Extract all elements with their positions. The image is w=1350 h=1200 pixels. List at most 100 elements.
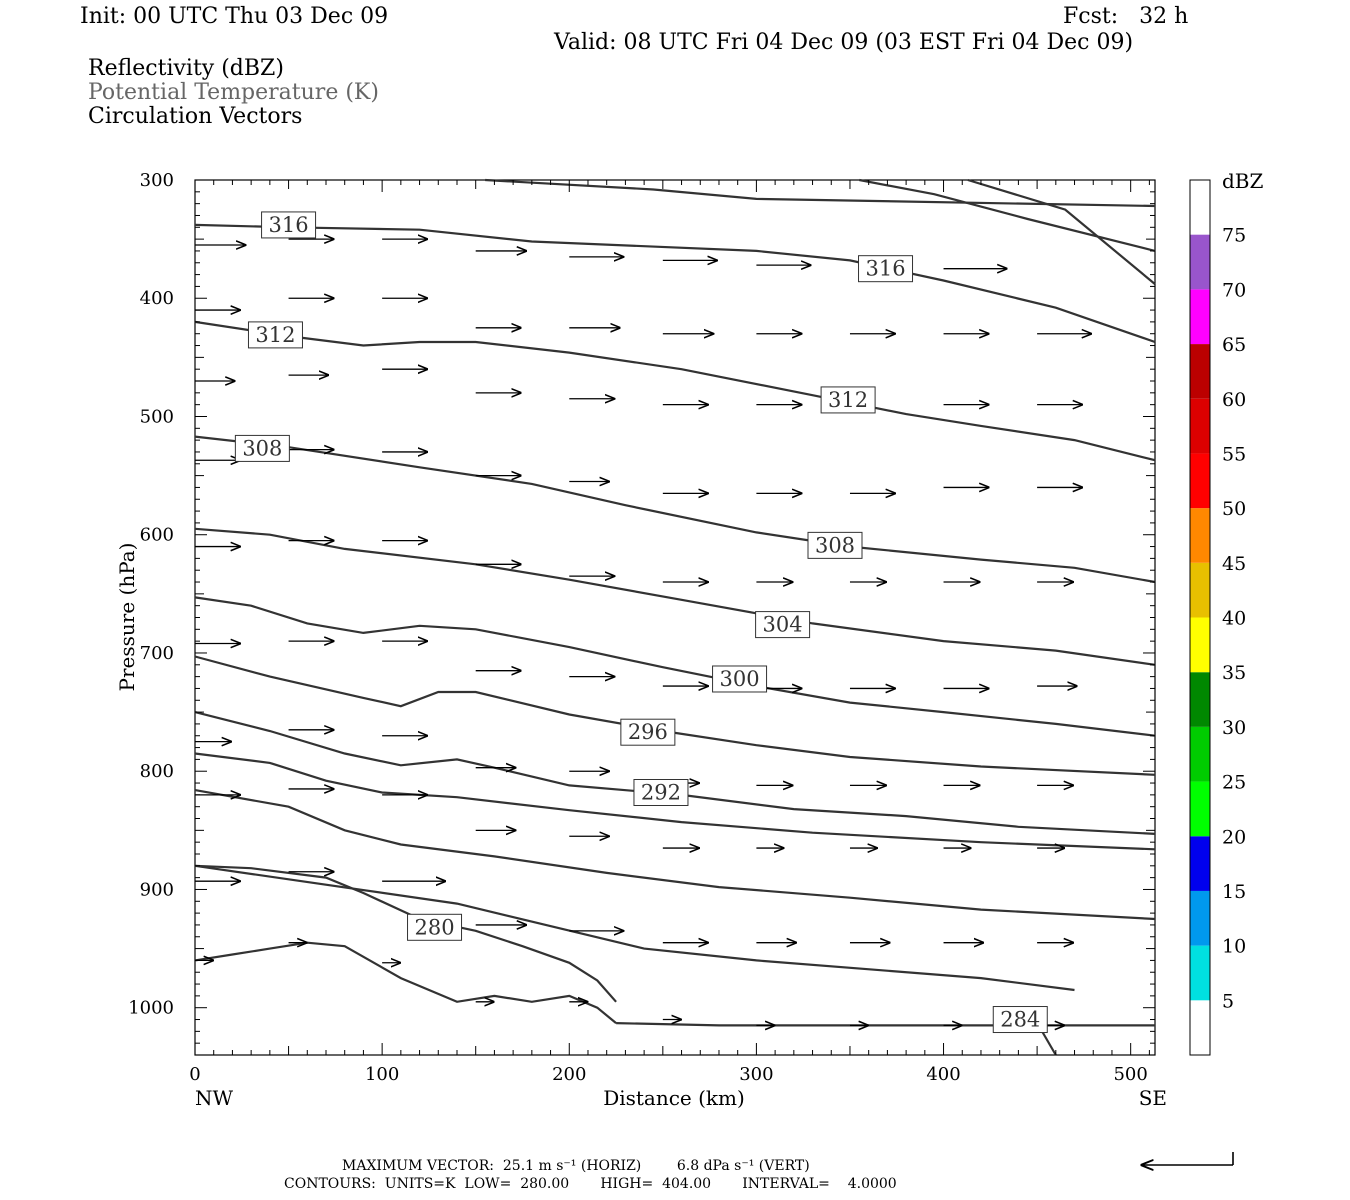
reference-vector-arrow <box>1142 1152 1234 1165</box>
isentrope-line <box>194 223 1156 344</box>
colorbar-band <box>1190 234 1210 290</box>
init-time: Init: 00 UTC Thu 03 Dec 09 <box>80 4 389 29</box>
contour-label: 316 <box>269 213 309 237</box>
contour-label-box <box>247 321 303 349</box>
isentrope-line <box>194 789 1156 921</box>
x-tick-label: 300 <box>739 1064 773 1085</box>
colorbar-tick-label: 35 <box>1222 662 1246 684</box>
contour-label-box <box>820 386 876 414</box>
y-tick-label: 600 <box>140 525 174 546</box>
colorbar-band <box>1190 781 1210 837</box>
colorbar-tick-label: 75 <box>1222 225 1246 247</box>
colorbar-band <box>1190 672 1210 727</box>
field-circulation-vectors: Circulation Vectors <box>88 104 303 129</box>
valid-time: Valid: 08 UTC Fri 04 Dec 09 (03 EST Fri … <box>554 30 1134 55</box>
colorbar-tick-label: 5 <box>1222 990 1234 1012</box>
colorbar-tick-label: 40 <box>1222 608 1246 630</box>
contour-label-box <box>633 779 689 806</box>
isentrope-line <box>194 435 1156 584</box>
contours-note: CONTOURS: UNITS=K LOW= 280.00 HIGH= 404.… <box>284 1176 897 1192</box>
contour-label-box <box>234 434 290 462</box>
colorbar-band <box>1190 508 1210 563</box>
x-tick-label: 100 <box>365 1064 399 1085</box>
colorbar-tick-label: 65 <box>1222 334 1246 356</box>
colorbar-tick-label: 25 <box>1222 772 1246 794</box>
field-reflectivity: Reflectivity (dBZ) <box>88 56 284 81</box>
isentrope-line <box>485 178 1156 208</box>
colorbar-tick-label: 20 <box>1222 826 1246 848</box>
contour-label: 284 <box>1000 1008 1040 1032</box>
isentrope-line <box>194 320 1156 462</box>
y-tick-label: 500 <box>140 406 174 427</box>
x-tick-label: 200 <box>552 1064 586 1085</box>
y-tick-label: 800 <box>140 761 174 782</box>
isentrope-line <box>194 596 1156 737</box>
colorbar-band <box>1190 617 1210 673</box>
contour-label: 296 <box>628 720 668 744</box>
y-tick-label: 1000 <box>128 998 174 1019</box>
colorbar-band <box>1190 890 1210 946</box>
isentrope-line <box>194 864 1075 992</box>
contour-label: 312 <box>255 323 295 347</box>
colorbar-tick-label: 55 <box>1222 443 1246 465</box>
y-tick-label: 700 <box>140 643 174 664</box>
colorbar-band <box>1190 289 1210 345</box>
colorbar-band <box>1190 836 1210 891</box>
colorbar-tick-label: 45 <box>1222 553 1246 575</box>
isentrope-line <box>194 941 617 1024</box>
plot-frame <box>194 179 1156 1056</box>
isentrope-line <box>194 864 617 1003</box>
contour-label-box <box>712 665 768 693</box>
y-axis-label: Pressure (hPa) <box>115 543 139 692</box>
contour-label-box <box>807 531 863 559</box>
isentrope-line <box>194 752 1156 851</box>
x-left-end-label: NW <box>195 1086 234 1110</box>
x-tick-label: 400 <box>926 1064 960 1085</box>
y-tick-label: 400 <box>140 288 174 309</box>
contour-label: 292 <box>641 781 681 805</box>
contour-label-box <box>620 718 676 746</box>
colorbar-band <box>1190 945 1210 1001</box>
contour-label: 308 <box>242 436 282 460</box>
contour-label-box <box>261 211 317 239</box>
isentrope-line <box>194 711 1156 835</box>
contour-label: 280 <box>414 915 454 939</box>
colorbar-band <box>1190 726 1210 782</box>
colorbar-tick-label: 15 <box>1222 881 1246 903</box>
isentrope-line <box>859 178 1156 252</box>
maximum-vector-note: MAXIMUM VECTOR: 25.1 m s⁻¹ (HORIZ) 6.8 d… <box>342 1158 810 1174</box>
field-potential-temperature: Potential Temperature (K) <box>88 80 379 105</box>
contour-label: 304 <box>763 613 803 637</box>
contour-label-box <box>858 255 914 283</box>
isentrope-line <box>194 655 1156 776</box>
x-axis-label: Distance (km) <box>603 1086 745 1110</box>
y-tick-label: 900 <box>140 879 174 900</box>
contour-label-box <box>755 611 811 639</box>
reflectivity-colorbar: 5 10 15 20 25 30 35 40 45 50 55 60 65 70 75 <box>1189 179 1246 1056</box>
colorbar-outline <box>1189 179 1211 1056</box>
isentrope-line <box>967 178 1156 285</box>
colorbar-tick-label: 30 <box>1222 717 1246 739</box>
x-tick-label: 500 <box>1113 1064 1147 1085</box>
contour-label-box <box>992 1006 1048 1034</box>
isentrope-line <box>616 1022 1155 1027</box>
x-tick-label: 0 <box>189 1064 200 1085</box>
x-right-end-label: SE <box>1139 1086 1167 1110</box>
colorbar-tick-label: 10 <box>1222 936 1246 958</box>
contour-label-box <box>407 913 463 941</box>
colorbar-title: dBZ <box>1222 169 1264 193</box>
colorbar-band <box>1190 453 1210 509</box>
colorbar-band <box>1190 562 1210 618</box>
contour-label: 308 <box>815 533 855 557</box>
contour-label: 316 <box>865 257 905 281</box>
colorbar-tick-label: 60 <box>1222 389 1246 411</box>
colorbar-band <box>1190 344 1210 399</box>
isentrope-line <box>194 527 1156 666</box>
colorbar-band <box>1190 398 1210 454</box>
colorbar-tick-label: 50 <box>1222 498 1246 520</box>
contour-label: 312 <box>828 388 868 412</box>
contour-label: 300 <box>720 667 760 691</box>
y-tick-label: 300 <box>140 170 174 191</box>
forecast-hour: Fcst: 32 h <box>1063 4 1189 29</box>
